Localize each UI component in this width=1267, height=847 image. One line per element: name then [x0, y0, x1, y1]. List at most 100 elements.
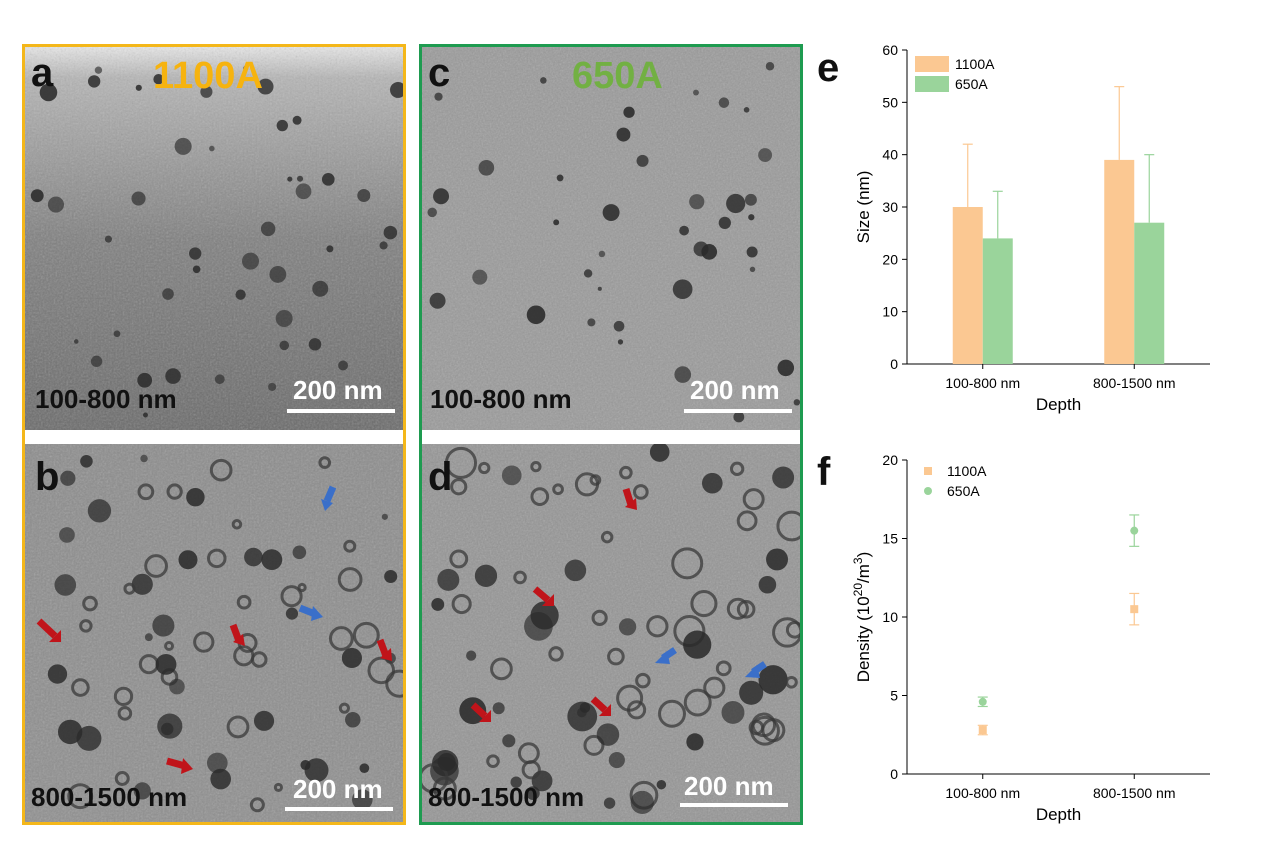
particle: [166, 483, 183, 500]
particle: [152, 614, 175, 637]
particle: [777, 359, 795, 377]
particle: [318, 456, 332, 469]
particle: [793, 399, 800, 406]
particle: [253, 710, 275, 731]
particle: [140, 454, 148, 463]
y-axis-title-part: /m: [854, 564, 873, 583]
particle: [574, 472, 600, 497]
tem-image-1100a: [25, 47, 403, 822]
particle: [390, 81, 403, 98]
particle: [766, 548, 789, 571]
particle: [383, 225, 398, 240]
particle: [113, 330, 121, 338]
particle: [743, 106, 750, 113]
panel-letter-b: b: [35, 455, 60, 499]
y-tick-label: 30: [882, 199, 898, 215]
particle: [474, 564, 498, 587]
tem-frame-1100a: a 1100A 100-800 nm 200 nm b 800-1500 nm …: [22, 44, 406, 825]
particle: [60, 470, 76, 486]
particle: [260, 221, 276, 237]
particle: [276, 119, 288, 132]
particle: [137, 372, 153, 388]
particle: [736, 510, 758, 532]
x-tick-label: 800-1500 nm: [1093, 785, 1176, 801]
particle: [326, 245, 334, 253]
particle: [490, 657, 513, 681]
scale-bar-c: [684, 409, 792, 413]
particle: [292, 115, 302, 125]
panel-letter-a: a: [31, 51, 54, 95]
particle: [540, 77, 547, 84]
particle: [776, 510, 800, 542]
particle: [552, 483, 564, 496]
particle: [343, 539, 357, 553]
particle: [71, 678, 90, 697]
particle: [244, 547, 263, 567]
particle: [186, 487, 205, 507]
particle: [701, 244, 718, 260]
particle: [174, 137, 192, 155]
particle: [729, 461, 745, 476]
particle: [193, 631, 215, 653]
bar: [952, 207, 983, 364]
particle: [683, 688, 712, 717]
bar: [1104, 159, 1135, 364]
particle: [715, 660, 732, 677]
particle: [649, 442, 670, 462]
panel-divider: [25, 430, 403, 444]
x-axis-title: Depth: [1036, 395, 1081, 414]
particle: [513, 570, 527, 585]
particle: [104, 235, 112, 243]
particle: [608, 751, 625, 769]
particle: [280, 585, 303, 608]
particle: [635, 672, 651, 689]
particle: [131, 191, 146, 206]
particles-b: [47, 454, 403, 813]
particle: [165, 368, 181, 384]
particle: [144, 633, 153, 642]
particle: [486, 754, 500, 768]
y-axis-title: Density (1020/m3): [851, 552, 873, 683]
particle: [598, 250, 606, 258]
x-tick-label: 100-800 nm: [945, 785, 1020, 801]
tem-frame-650a: c 650A 100-800 nm 200 nm d 800-1500 nm 2…: [419, 44, 803, 825]
particle: [209, 145, 215, 152]
data-point: [1130, 526, 1139, 535]
particle: [686, 733, 704, 751]
particle: [703, 676, 726, 699]
y-tick-label: 20: [882, 251, 898, 267]
particle: [450, 478, 468, 496]
y-axis-title-part: 3: [851, 557, 865, 564]
particle: [693, 89, 699, 96]
particle: [155, 653, 177, 675]
panel-letter-e: e: [817, 46, 840, 90]
particle: [39, 83, 58, 102]
particle: [207, 548, 227, 569]
panel-letter-f: f: [817, 450, 831, 494]
particle: [526, 305, 546, 325]
particle: [87, 75, 101, 88]
chart-e-bars: [952, 86, 1165, 364]
particle: [583, 269, 593, 278]
particle: [90, 355, 103, 367]
particle: [530, 461, 542, 473]
particle: [758, 575, 777, 594]
particle: [226, 715, 250, 739]
particle: [312, 280, 329, 297]
particle: [67, 783, 94, 810]
particle: [94, 66, 103, 74]
particle: [758, 148, 773, 162]
particle: [478, 159, 495, 176]
particle: [341, 647, 363, 669]
particle: [742, 488, 765, 511]
chart-size: 0 10 20 30 40 50 60 100-800 nm 800-1500 nm Depth S…: [854, 42, 1210, 414]
particle: [338, 702, 350, 714]
scale-label-b: 200 nm: [293, 774, 383, 804]
y-tick-label: 10: [882, 609, 898, 625]
particle: [379, 241, 388, 250]
particle: [308, 338, 322, 351]
chart-density: 0 5 10 15 20 100-800 nm 800-1500 nm Depth Densit…: [851, 452, 1210, 824]
particle: [553, 219, 560, 226]
particle: [337, 567, 363, 592]
particle: [292, 545, 307, 560]
